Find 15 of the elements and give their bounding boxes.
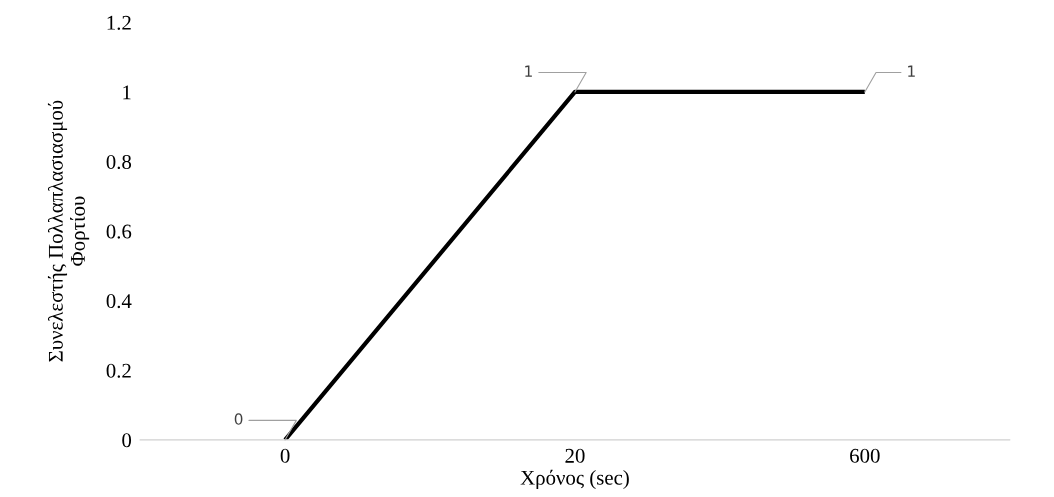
y-tick-label: 0.2	[106, 363, 131, 378]
data-label: 1	[908, 65, 915, 77]
x-tick-label: 20	[565, 448, 585, 463]
y-tick-label: 0.8	[106, 154, 132, 170]
data-label: 0	[234, 413, 243, 425]
y-tick-label: 0.4	[106, 294, 132, 309]
data-label: 1	[525, 65, 532, 77]
x-tick-label: 600	[850, 448, 880, 463]
y-tick-label: 1	[123, 85, 131, 100]
y-tick-label: 0	[122, 433, 132, 448]
y-axis-title: Συνελεστής Πολλαπλασιασμού Φορτίου	[47, 100, 90, 362]
y-tick-label: 1.2	[107, 15, 131, 30]
x-axis-title: Χρόνος (sec)	[520, 469, 629, 489]
y-tick-label: 0.6	[106, 224, 132, 239]
x-tick-label: 0	[280, 448, 290, 463]
